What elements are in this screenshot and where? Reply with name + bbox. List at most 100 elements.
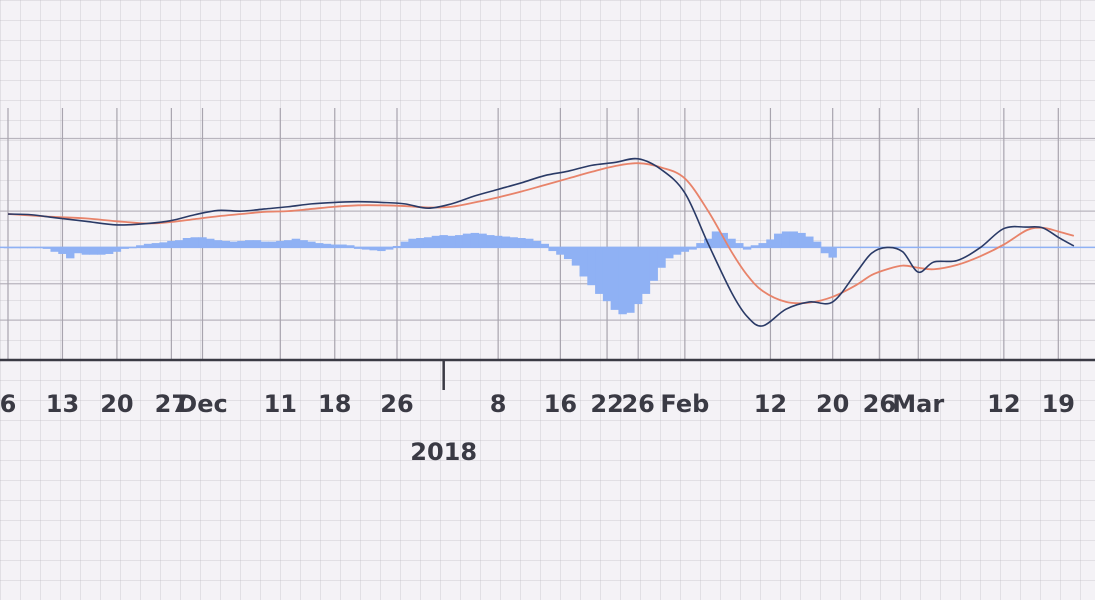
- histogram-bar: [696, 243, 705, 248]
- histogram-bar: [525, 238, 534, 248]
- histogram-bar: [828, 247, 837, 258]
- x-tick-label: 11: [264, 390, 297, 418]
- histogram-bar: [346, 245, 355, 248]
- histogram-bar: [307, 241, 316, 248]
- histogram-bar: [571, 247, 581, 266]
- histogram-bar: [478, 233, 487, 248]
- histogram-bar: [649, 247, 658, 281]
- histogram-bar: [159, 242, 168, 248]
- histogram-bar: [58, 247, 67, 254]
- histogram-bar: [338, 244, 347, 248]
- histogram-bar: [781, 231, 791, 248]
- x-tick-label: Dec: [177, 390, 227, 418]
- x-tick-label: 13: [46, 390, 79, 418]
- histogram-bar: [97, 247, 106, 255]
- histogram-bar: [665, 247, 674, 259]
- signal-line: [7, 162, 1075, 305]
- histogram-bar: [501, 236, 511, 248]
- histogram-bar: [602, 247, 612, 302]
- histogram-bar: [750, 245, 760, 248]
- histogram-bar: [563, 247, 573, 260]
- x-tick-label: 8: [490, 390, 507, 418]
- histogram-bar: [104, 247, 114, 254]
- histogram-bar: [439, 235, 448, 248]
- x-tick-label: 27: [155, 390, 188, 418]
- histogram-bar: [423, 237, 433, 248]
- histogram-bar: [540, 243, 550, 248]
- histogram-bar: [766, 239, 775, 248]
- histogram-bar: [260, 241, 269, 248]
- histogram-bar: [688, 247, 697, 250]
- histogram-bar: [244, 240, 254, 248]
- histogram-bar: [532, 240, 542, 248]
- histogram: [0, 231, 1095, 315]
- histogram-bar: [276, 240, 285, 248]
- histogram-bar: [229, 241, 238, 248]
- histogram-bar: [805, 236, 814, 248]
- histogram-bar: [789, 231, 798, 248]
- x-tick-label: 20: [100, 390, 133, 418]
- x-tick-label: 12: [987, 390, 1020, 418]
- indicator-lines: [7, 157, 1075, 327]
- histogram-bar: [470, 232, 479, 248]
- x-tick-label: 26: [863, 390, 896, 418]
- histogram-bar: [268, 241, 277, 248]
- year-label: 2018: [410, 438, 477, 466]
- histogram-bar: [657, 247, 666, 268]
- x-tick-label: 26: [621, 390, 654, 418]
- histogram-bar: [385, 247, 394, 250]
- histogram-bar: [174, 240, 184, 248]
- histogram-bar: [486, 235, 495, 248]
- histogram-bar: [291, 238, 301, 248]
- histogram-bar: [252, 240, 262, 248]
- x-tick-label: Feb: [660, 390, 709, 418]
- histogram-bar: [213, 240, 223, 248]
- histogram-bar: [711, 231, 721, 248]
- histogram-bar: [299, 240, 308, 248]
- histogram-bar: [548, 247, 557, 252]
- histogram-bar: [283, 240, 293, 248]
- histogram-bar: [89, 247, 98, 255]
- histogram-bar: [50, 247, 59, 252]
- x-tick-label: 18: [318, 390, 351, 418]
- x-tick-label: Mar: [892, 390, 944, 418]
- histogram-bar: [758, 243, 767, 248]
- histogram-bar: [462, 233, 472, 248]
- histogram-bar: [330, 244, 339, 248]
- x-tick-label: 22: [590, 390, 623, 418]
- x-tick-label: 16: [544, 390, 577, 418]
- histogram-bar: [416, 237, 425, 248]
- histogram-bar: [73, 247, 83, 254]
- histogram-bar: [315, 243, 324, 248]
- x-tick-label: 12: [754, 390, 787, 418]
- histogram-bar: [672, 247, 682, 255]
- histogram-bar: [112, 247, 122, 252]
- histogram-bar: [167, 240, 176, 248]
- histogram-bar: [369, 247, 378, 251]
- histogram-bar: [206, 238, 215, 248]
- x-tick-label: 20: [816, 390, 849, 418]
- histogram-bar: [774, 233, 783, 248]
- histogram-bar: [595, 247, 604, 294]
- histogram-bar: [455, 235, 464, 248]
- histogram-bar: [735, 243, 744, 248]
- histogram-bar: [400, 241, 409, 248]
- macd-line: [7, 157, 1075, 327]
- histogram-bar: [190, 237, 199, 248]
- histogram-bar: [812, 241, 822, 248]
- grid-lines: [0, 108, 1095, 360]
- histogram-bar: [66, 247, 75, 259]
- histogram-bar: [493, 235, 503, 248]
- histogram-bar: [151, 243, 161, 248]
- histogram-bar: [182, 237, 192, 248]
- histogram-bar: [587, 247, 596, 286]
- histogram-bar: [556, 247, 565, 255]
- histogram-bar: [237, 240, 246, 248]
- histogram-bar: [447, 235, 456, 248]
- histogram-bar: [633, 247, 643, 305]
- histogram-bar: [509, 237, 518, 248]
- histogram-bar: [727, 238, 736, 248]
- x-tick-label: 26: [380, 390, 413, 418]
